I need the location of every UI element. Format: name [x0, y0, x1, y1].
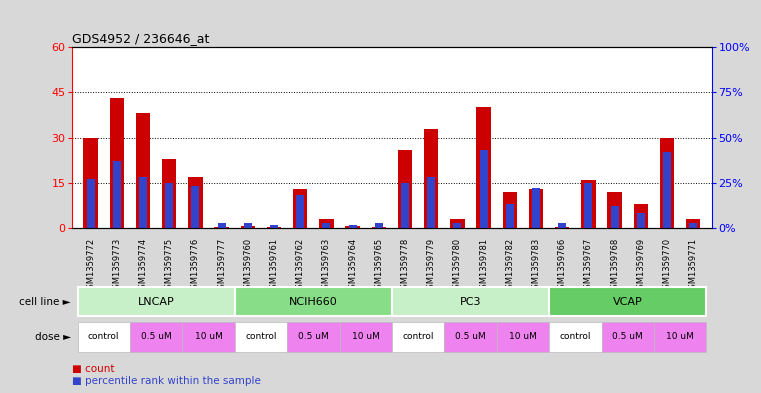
Bar — [660, 138, 674, 228]
Bar — [183, 322, 234, 352]
Bar — [549, 287, 706, 316]
Bar — [398, 150, 412, 228]
Text: control: control — [559, 332, 591, 342]
Bar — [502, 192, 517, 228]
Bar — [581, 180, 596, 228]
Text: ■ percentile rank within the sample: ■ percentile rank within the sample — [72, 376, 261, 386]
Bar — [349, 225, 357, 228]
Bar — [424, 129, 438, 228]
Bar — [270, 225, 278, 228]
Bar — [654, 322, 706, 352]
Text: VCAP: VCAP — [613, 297, 642, 307]
Bar — [130, 322, 183, 352]
Bar — [451, 219, 465, 228]
Text: ■ count: ■ count — [72, 364, 115, 374]
Bar — [476, 107, 491, 228]
Text: NCIH660: NCIH660 — [289, 297, 338, 307]
Bar — [392, 287, 549, 316]
Bar — [323, 222, 330, 228]
Bar — [113, 161, 121, 228]
Bar — [78, 322, 130, 352]
Bar — [601, 322, 654, 352]
Bar — [267, 227, 282, 228]
Bar — [634, 204, 648, 228]
Text: cell line ►: cell line ► — [19, 297, 71, 307]
Bar — [296, 195, 304, 228]
Bar — [339, 322, 392, 352]
Bar — [454, 222, 461, 228]
Bar — [135, 114, 150, 228]
Text: 0.5 uM: 0.5 uM — [613, 332, 643, 342]
Bar — [84, 138, 98, 228]
Bar — [87, 179, 94, 228]
Text: control: control — [403, 332, 434, 342]
Bar — [663, 152, 671, 228]
Text: LNCAP: LNCAP — [138, 297, 174, 307]
Text: 0.5 uM: 0.5 uM — [455, 332, 486, 342]
Bar — [110, 98, 124, 228]
Bar — [165, 183, 174, 228]
Text: 0.5 uM: 0.5 uM — [298, 332, 329, 342]
Bar — [215, 227, 229, 228]
Bar — [610, 206, 619, 228]
Bar — [234, 287, 392, 316]
Bar — [479, 150, 488, 228]
Bar — [686, 219, 700, 228]
Bar — [287, 322, 339, 352]
Text: control: control — [245, 332, 277, 342]
Bar — [401, 183, 409, 228]
Bar — [218, 223, 225, 228]
Bar — [607, 192, 622, 228]
Bar — [375, 223, 383, 228]
Bar — [444, 322, 497, 352]
Bar — [293, 189, 307, 228]
Bar — [78, 287, 234, 316]
Text: 10 uM: 10 uM — [195, 332, 222, 342]
Bar — [319, 219, 333, 228]
Text: 10 uM: 10 uM — [666, 332, 694, 342]
Bar — [240, 226, 255, 228]
Bar — [689, 222, 697, 228]
Bar — [244, 223, 252, 228]
Bar — [345, 226, 360, 228]
Bar — [139, 177, 147, 228]
Bar — [584, 183, 592, 228]
Bar — [192, 186, 199, 228]
Bar — [559, 223, 566, 228]
Bar — [188, 177, 202, 228]
Bar — [392, 322, 444, 352]
Bar — [497, 322, 549, 352]
Bar — [371, 227, 386, 228]
Bar — [529, 189, 543, 228]
Bar — [162, 159, 177, 228]
Text: 10 uM: 10 uM — [352, 332, 380, 342]
Bar — [637, 213, 645, 228]
Bar — [234, 322, 287, 352]
Bar — [555, 227, 569, 228]
Text: PC3: PC3 — [460, 297, 481, 307]
Text: control: control — [88, 332, 119, 342]
Bar — [506, 204, 514, 228]
Bar — [427, 177, 435, 228]
Text: GDS4952 / 236646_at: GDS4952 / 236646_at — [72, 32, 210, 45]
Bar — [549, 322, 601, 352]
Text: dose ►: dose ► — [35, 332, 71, 342]
Bar — [532, 188, 540, 228]
Text: 10 uM: 10 uM — [509, 332, 537, 342]
Text: 0.5 uM: 0.5 uM — [141, 332, 171, 342]
